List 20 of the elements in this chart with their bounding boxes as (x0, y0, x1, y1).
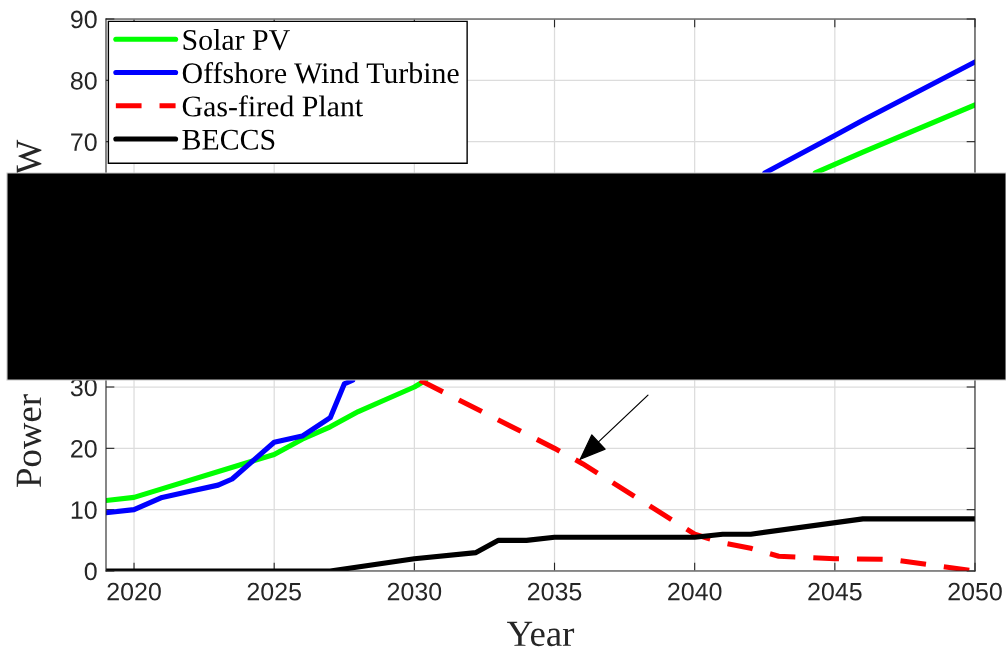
legend-label: Solar PV (183, 29, 290, 51)
x-tick-label: 2035 (527, 582, 582, 601)
x-tick-label: 2030 (387, 582, 442, 601)
y-tick-label: 20 (71, 439, 97, 458)
legend-label: Offshore Wind Turbine (182, 61, 459, 84)
x-axis-title: Year (507, 621, 575, 647)
x-tick-label: 2040 (668, 582, 722, 601)
x-tick-label: 2045 (808, 582, 862, 601)
x-tick-label: 2025 (247, 582, 301, 601)
legend-label: BECCS (182, 129, 275, 150)
y-tick-label: 70 (71, 133, 97, 151)
y-tick-label: 10 (71, 501, 97, 519)
y-tick-label: 90 (71, 10, 97, 29)
text: W (16, 139, 42, 175)
y-axis-title: Power (16, 394, 42, 487)
legend-label: Gas-fired Plant (182, 95, 363, 117)
x-tick-label: 2020 (107, 582, 161, 601)
y-tick-label: 0 (84, 562, 97, 581)
y-tick-label: 80 (70, 71, 97, 90)
x-tick-label: 2050 (948, 582, 1002, 601)
